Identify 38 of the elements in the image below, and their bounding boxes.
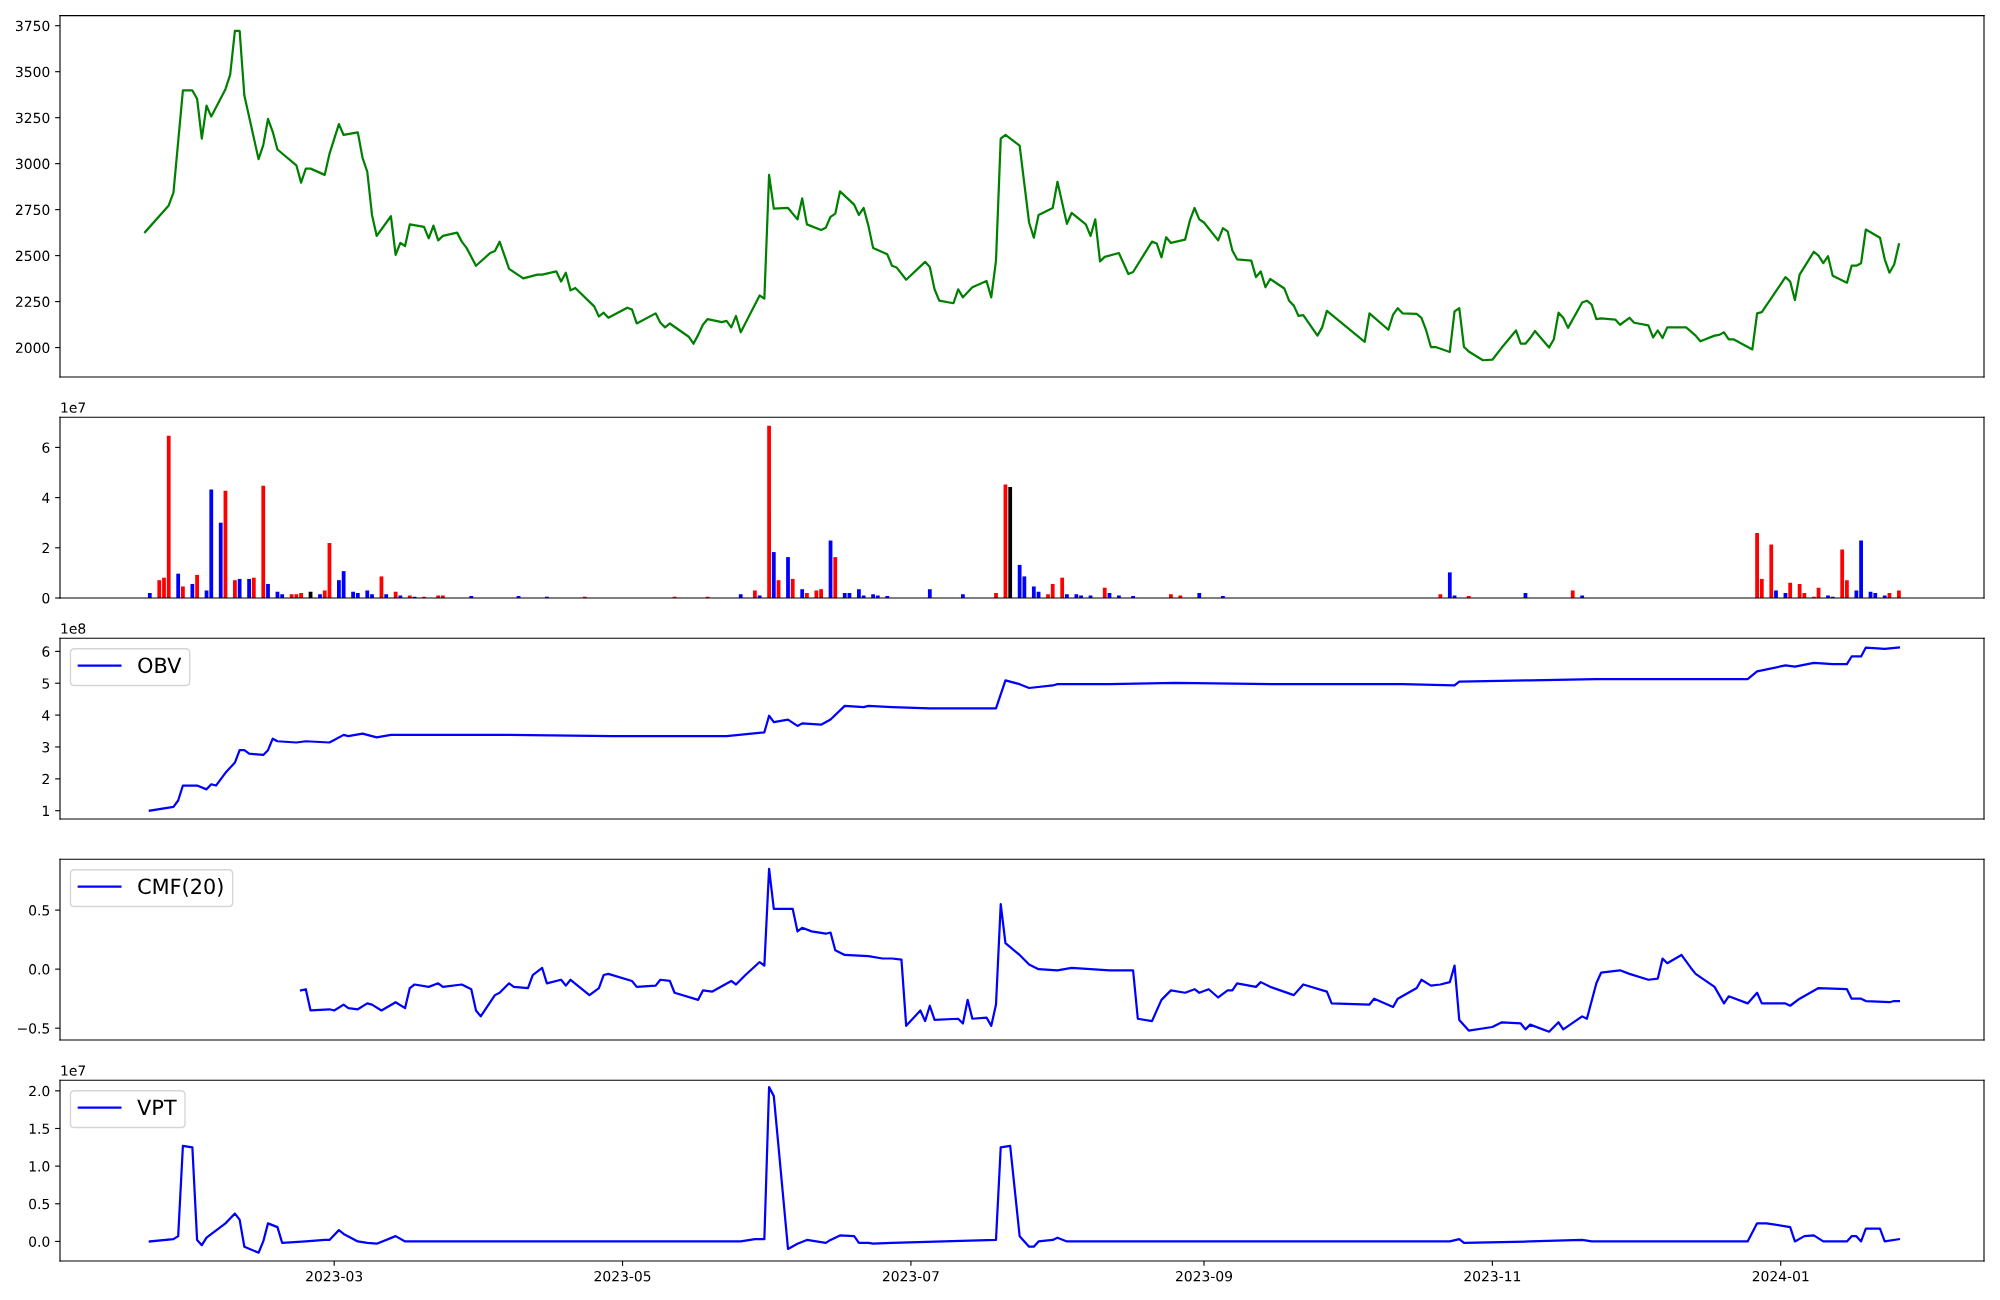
- y-tick-label: 2: [42, 773, 49, 785]
- y-tick-label: 2: [42, 542, 49, 554]
- x-tick-label: 2023-05: [594, 1270, 651, 1282]
- legend-label: OBV: [138, 657, 182, 674]
- y-tick-label: 2750: [15, 204, 50, 216]
- y-tick-label: 4: [42, 710, 50, 721]
- y-tick-label: 2.0: [29, 1085, 50, 1097]
- y-tick-label: 0.5: [29, 905, 50, 916]
- y-tick-label: 0.0: [29, 1236, 50, 1247]
- y-tick-label: 6: [42, 646, 50, 657]
- y-tick-label: 1: [42, 805, 49, 816]
- y-tick-label: 3750: [15, 20, 50, 32]
- y-tick-label: 2000: [15, 342, 50, 354]
- y-tick-label: 3500: [15, 66, 50, 78]
- y-tick-label: 2250: [15, 296, 50, 308]
- text: 1e7: [61, 1065, 86, 1076]
- x-tick-label: 2024-01: [1752, 1270, 1809, 1282]
- y-tick-label: 3: [42, 741, 50, 753]
- x-tick-label: 2023-07: [882, 1270, 939, 1282]
- y-tick-label: 6: [42, 442, 50, 453]
- x-tick-label: 2023-03: [306, 1270, 363, 1282]
- y-tick-label: 1.0: [29, 1161, 50, 1172]
- y-tick-label: 5: [42, 678, 50, 689]
- y-tick-label: 1.5: [29, 1123, 50, 1134]
- y-tick-label: 3250: [15, 112, 50, 124]
- x-tick-label: 2023-09: [1176, 1270, 1233, 1282]
- y-tick-label: 3000: [15, 158, 50, 170]
- text: 1e8: [61, 623, 86, 634]
- y-tick-label: 0.0: [29, 964, 50, 975]
- x-tick-label: 2023-11: [1464, 1270, 1521, 1282]
- y-tick-label: −0.5: [18, 1023, 50, 1034]
- text: 1e7: [61, 402, 86, 413]
- y-tick-label: 4: [42, 492, 50, 503]
- y-tick-label: 0.5: [29, 1198, 50, 1210]
- y-tick-label: 0: [42, 592, 50, 604]
- legend-label: VPT: [137, 1099, 177, 1115]
- legend-label: CMF(20): [138, 878, 223, 897]
- y-tick-label: 2500: [15, 250, 50, 262]
